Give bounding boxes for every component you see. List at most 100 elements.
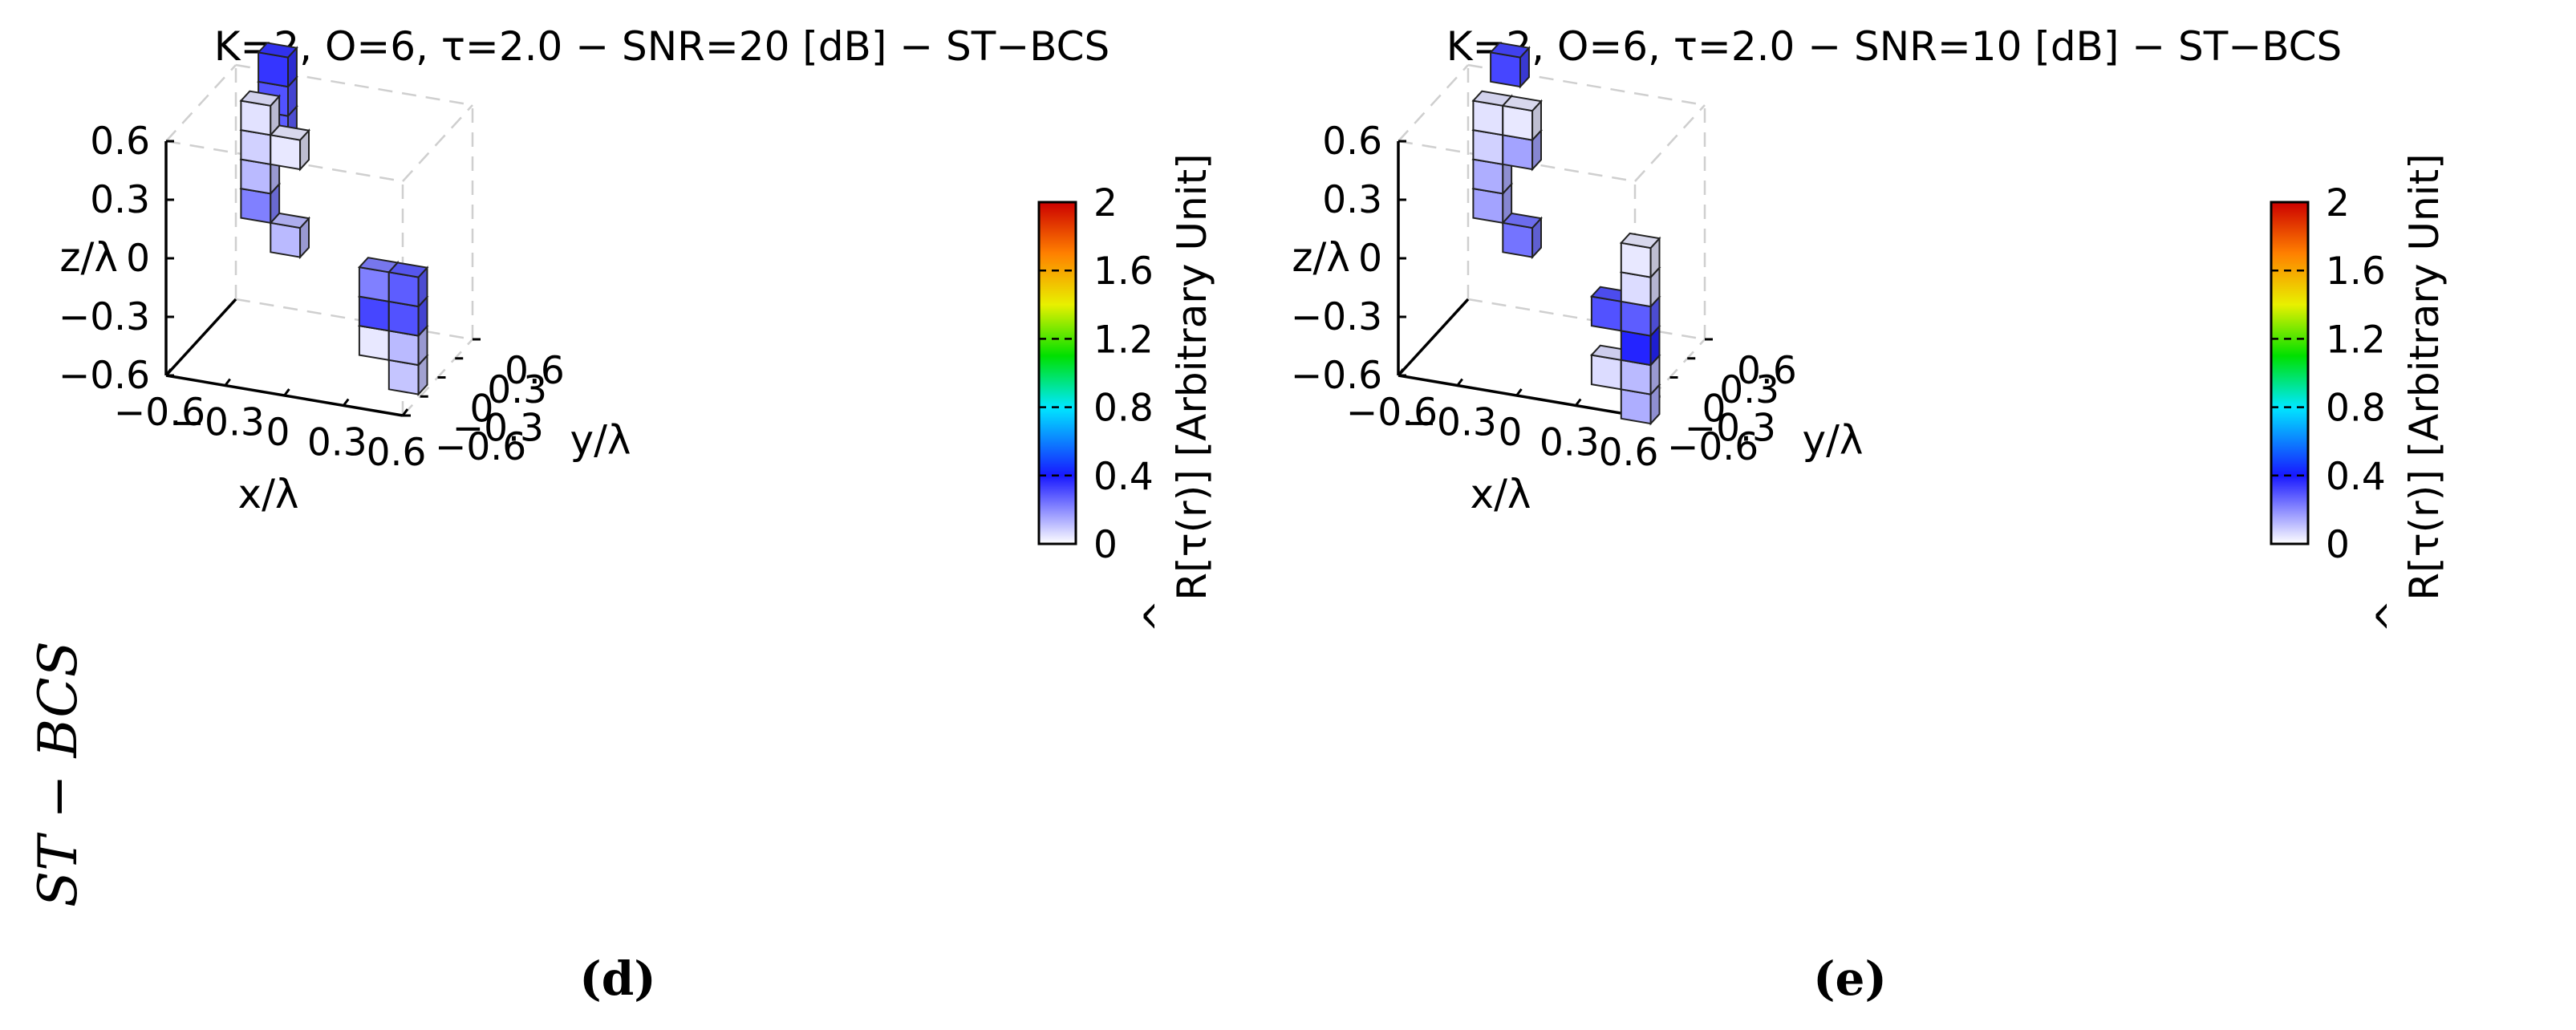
voxel-face-front <box>240 99 272 136</box>
x-tick-mark <box>164 368 172 376</box>
chart-panel-e: K=2, O=6, τ=2.0 − SNR=10 [dB] − ST−BCS −0… <box>1291 23 2448 1006</box>
y-axis-label: y/λ <box>1803 417 1864 464</box>
colorbar-tick-label: 1.2 <box>1093 318 1154 362</box>
voxel-face-front <box>387 271 420 308</box>
voxel-face-top <box>387 262 429 278</box>
voxel <box>1489 42 1531 89</box>
x-tick-label: 0.6 <box>367 431 427 475</box>
voxel-face-front <box>270 221 302 258</box>
x-tick-mark <box>1515 388 1523 396</box>
z-tick-label: 0.3 <box>1322 178 1382 222</box>
y-tick-label: −0.6 <box>1667 425 1759 469</box>
y-tick-label: 0.6 <box>505 349 565 393</box>
voxel-face-front <box>1620 300 1652 337</box>
colorbar-tick-label: 0.8 <box>1093 387 1154 431</box>
voxel-face-front <box>358 295 390 332</box>
box-edge <box>235 63 473 107</box>
voxel <box>387 262 429 309</box>
z-tick-label: −0.3 <box>59 295 150 339</box>
box-edge <box>1467 63 1706 107</box>
colorbar <box>2270 201 2310 545</box>
colorbar-tick-label: 0.4 <box>1093 455 1154 499</box>
axes: −0.6−0.6−0.6−0.3−0.3 −0.30000.30.30.30.60… <box>1291 120 1797 475</box>
x-tick-mark <box>224 378 231 387</box>
y-tick-label: −0.3 <box>452 406 544 450</box>
voxel-face-top <box>1619 232 1661 249</box>
y-tick-label: 0.6 <box>1737 349 1797 393</box>
y-axis-line <box>1397 298 1470 377</box>
x-tick-mark <box>283 388 290 396</box>
x-tick-mark <box>401 408 409 416</box>
voxel-face-front <box>1620 271 1652 308</box>
voxel-face-front <box>240 128 272 165</box>
voxel-group <box>1471 42 1661 426</box>
x-tick-mark <box>1397 368 1405 376</box>
x-tick-label: 0 <box>1499 411 1523 455</box>
axes: −0.6−0.6−0.6−0.3−0.3 −0.30000.30.30.30.60… <box>59 120 565 475</box>
voxel-face-front <box>1502 221 1534 258</box>
voxel-face-front <box>1502 104 1534 141</box>
colorbar-label: R[τ(r)] [Arbitrary Unit] <box>2401 153 2448 600</box>
box-edge <box>1634 104 1706 182</box>
x-axis-label: x/λ <box>237 471 298 517</box>
voxel-face-front <box>1472 128 1504 165</box>
voxel-face-front <box>1590 295 1622 332</box>
voxel <box>269 212 310 260</box>
voxel-face-front <box>1620 359 1652 395</box>
chart-panel-d: K=2, O=6, τ=2.0 − SNR=20 [dB] − ST−BCS −0… <box>59 23 1215 1006</box>
y-tick-label: 0 <box>1702 387 1726 432</box>
z-tick-label: 0.3 <box>90 178 150 222</box>
x-tick-label: −0.6 <box>1346 391 1438 435</box>
voxel <box>1619 232 1661 280</box>
z-tick-label: 0.6 <box>1322 120 1382 164</box>
voxel-group <box>239 42 429 397</box>
z-tick-label: −0.6 <box>1291 354 1382 398</box>
voxel <box>239 90 282 137</box>
colorbar-label-hat: ^ <box>1136 599 1183 633</box>
colorbar-tick-label: 0.4 <box>2326 455 2386 499</box>
voxel-face-front <box>387 330 420 367</box>
colorbar-tick-label: 2 <box>2326 181 2350 225</box>
box-edge <box>1398 64 1469 142</box>
colorbar-tick-label: 0 <box>2326 523 2350 567</box>
colorbar-tick-label: 1.2 <box>2326 318 2386 362</box>
voxel <box>1501 95 1543 143</box>
box-edge <box>402 104 473 182</box>
voxel-face-front <box>387 359 420 395</box>
y-tick-label: 0 <box>470 387 494 432</box>
row-label: ST − BCS <box>27 641 89 907</box>
box-edge <box>1467 298 1706 341</box>
voxel-face-top <box>257 42 298 59</box>
x-tick-mark <box>1575 398 1582 407</box>
y-tick-label: 0.3 <box>487 368 547 412</box>
z-axis-label: z/λ <box>1292 234 1350 281</box>
voxel-face-front <box>1472 158 1504 195</box>
box-edge <box>1398 140 1636 183</box>
x-tick-label: 0.3 <box>1540 421 1600 465</box>
bounding-box <box>165 63 474 416</box>
bounding-box <box>1398 63 1706 416</box>
voxel-face-front <box>1472 99 1504 136</box>
voxel-face-front <box>240 158 272 195</box>
colorbar-tick-label: 0 <box>1093 523 1118 567</box>
x-tick-label: −0.3 <box>173 401 265 445</box>
x-tick-label: 0 <box>266 411 290 455</box>
voxel-face-top <box>1489 42 1531 59</box>
voxel-face-front <box>358 266 390 302</box>
y-tick-label: 0.3 <box>1719 368 1779 412</box>
colorbar-tick-label: 2 <box>1093 181 1118 225</box>
panel-label: (e) <box>1813 951 1887 1006</box>
voxel <box>269 124 310 172</box>
z-axis-label: z/λ <box>59 234 118 281</box>
z-tick-label: 0.6 <box>90 120 150 164</box>
voxel-face-front <box>270 134 302 171</box>
x-tick-label: 0.3 <box>307 421 367 465</box>
voxel-face-front <box>1490 51 1521 88</box>
voxel-face-front <box>1620 241 1652 278</box>
voxel <box>1501 212 1543 260</box>
x-tick-mark <box>343 398 350 407</box>
z-tick-label: 0 <box>126 237 150 281</box>
voxel-face-front <box>1472 187 1504 224</box>
x-tick-label: −0.6 <box>114 391 205 435</box>
x-axis-label: x/λ <box>1470 471 1531 517</box>
